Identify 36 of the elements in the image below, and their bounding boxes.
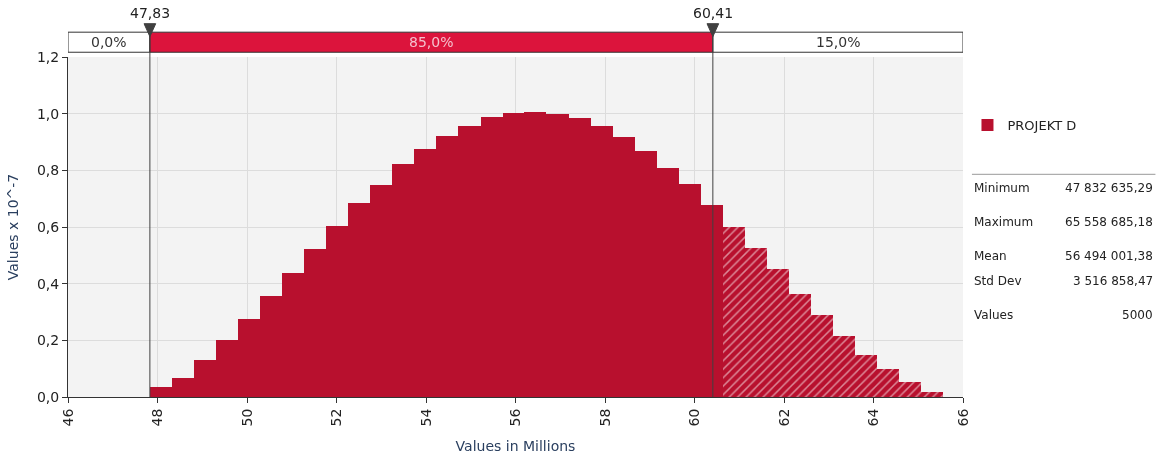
y-tick-label: 0,2 [36,332,60,349]
text: 0,0% [91,34,127,50]
y-tick-label: 0,0 [36,388,60,405]
ref-line-label: 60,41 [693,5,734,21]
x-tick-label: 48 [149,408,166,427]
x-tick-label: 46 [59,408,76,427]
x-tick-label: 64 [865,408,882,427]
text: Maximum [974,215,1034,229]
x-tick-label: 60 [686,408,703,427]
y-tick-label: 1,0 [36,105,60,122]
text: 47 832 635,29 [1065,181,1153,195]
y-tick-label: 0,6 [36,218,60,235]
text: 5000 [1122,308,1153,322]
x-tick-label: 56 [507,408,524,427]
text: 85,0% [409,34,454,50]
x-tick-label: 50 [238,408,255,427]
y-tick-label: 0,4 [36,275,60,292]
x-tick-label: 62 [775,408,792,427]
text: Minimum [974,181,1030,195]
text: Std Dev [974,274,1022,288]
y-tick-label: 1,2 [36,48,60,65]
text: Mean [974,249,1007,263]
x-tick-label: 66 [954,408,971,427]
text: 3 516 858,47 [1073,274,1154,288]
ref-line-label: 47,83 [130,5,171,21]
x-tick-label: 54 [417,408,434,427]
x-axis-title: Values in Millions [455,437,576,454]
text: 65 558 685,18 [1065,215,1153,229]
text: 56 494 001,38 [1065,249,1153,263]
x-tick-label: 58 [596,408,613,427]
text: 15,0% [816,34,861,50]
text: Values [974,308,1014,322]
legend-label: PROJEKT D [1007,118,1077,134]
y-axis-title: Values x 10^-7 [4,173,21,281]
x-tick-label: 52 [328,408,345,427]
y-tick-label: 0,8 [36,162,60,179]
